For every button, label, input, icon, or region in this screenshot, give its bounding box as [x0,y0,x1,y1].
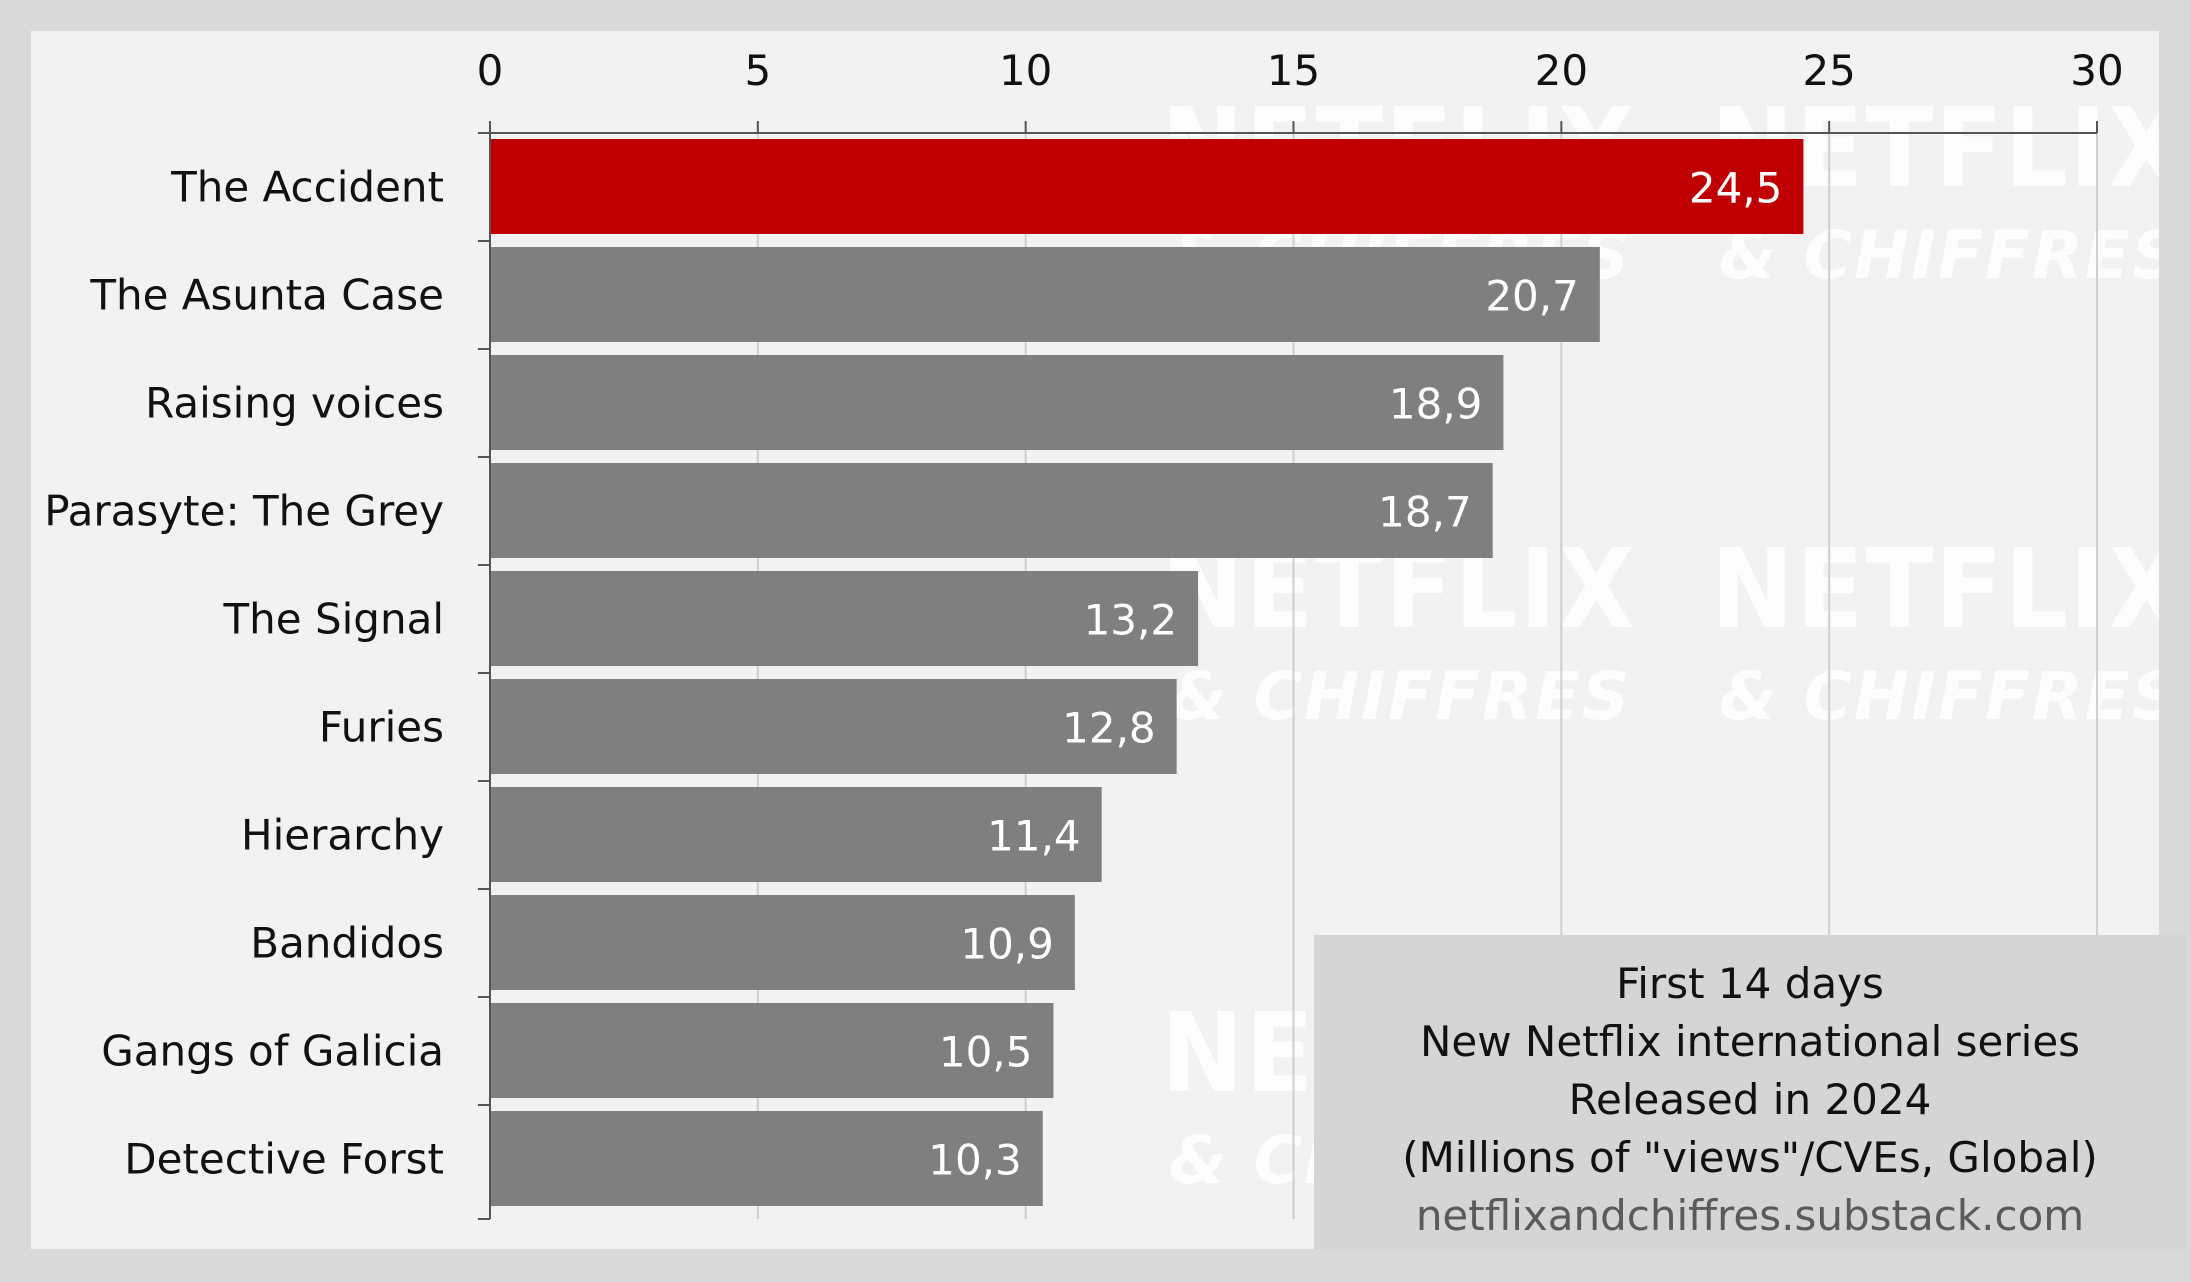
bar [491,679,1177,774]
data-label: 10,3 [928,1136,1022,1185]
category-label: Detective Forst [124,1135,444,1184]
bars [491,139,1804,1206]
x-tick-label: 5 [744,46,771,95]
data-label: 20,7 [1485,272,1579,321]
data-label: 11,4 [987,812,1081,861]
category-label: The Signal [223,595,444,644]
data-label: 12,8 [1062,704,1156,753]
info-line-4: (Millions of "views"/CVEs, Global) [1402,1133,2098,1182]
info-line-2: New Netflix international series [1419,1017,2081,1066]
category-label: The Accident [170,163,444,212]
category-label: Gangs of Galicia [101,1027,444,1076]
bar [491,1111,1043,1206]
data-label: 10,5 [939,1028,1033,1077]
x-tick-label: 25 [1802,46,1855,95]
data-label: 10,9 [960,920,1054,969]
info-line-3: Released in 2024 [1568,1075,1932,1124]
x-tick-label: 10 [999,46,1052,95]
info-box: First 14 days New Netflix international … [1314,935,2186,1249]
watermark-text: & CHIFFRES [1169,658,1631,735]
x-tick-label: 20 [1535,46,1588,95]
bar [491,571,1199,666]
bar [491,247,1600,342]
x-tick-label: 0 [477,46,504,95]
x-tick-label: 30 [2070,46,2123,95]
data-label: 18,7 [1378,488,1472,537]
category-label: Hierarchy [241,811,444,860]
bar [491,895,1075,990]
category-label: Parasyte: The Grey [44,487,444,536]
info-line-1: First 14 days [1616,959,1884,1008]
chart-frame: NETFLIX & CHIFFRES NETFLIX & CHIFFRES NETFLI… [31,31,2159,1249]
category-label: Bandidos [250,919,444,968]
category-label: The Asunta Case [89,271,444,320]
category-label: Raising voices [145,379,444,428]
data-label: 13,2 [1084,596,1178,645]
x-tick-label: 15 [1267,46,1320,95]
category-label: Furies [319,703,444,752]
bar [491,1003,1054,1098]
data-label: 18,9 [1389,380,1483,429]
source-url: netflixandchiffres.substack.com [1415,1191,2085,1240]
bar [491,139,1804,234]
watermark-text: & CHIFFRES [1719,658,2159,735]
bar [491,787,1102,882]
bar [491,463,1493,558]
watermark-text: NETFLIX [1711,525,2159,653]
bar [491,355,1504,450]
axes [478,121,2098,1220]
data-label: 24,5 [1689,164,1783,213]
labels: 0 5 10 15 20 25 30 The Accident 24,5 The Asunta C… [44,46,2124,1185]
